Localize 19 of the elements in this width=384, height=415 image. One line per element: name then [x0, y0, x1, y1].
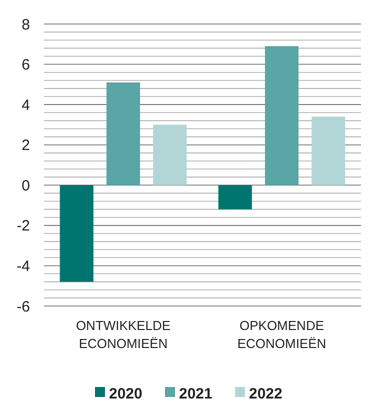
bar [106, 82, 140, 186]
x-tick-label: ONTWIKKELDE ECONOMIEËN [76, 318, 171, 351]
y-tick-label: -4 [16, 258, 30, 275]
bar [312, 116, 346, 186]
legend-label: 2021 [179, 385, 212, 402]
legend-label: 2022 [249, 385, 282, 402]
y-tick-label: 6 [22, 56, 30, 74]
y-tick-label: 4 [22, 96, 30, 114]
bar [60, 185, 94, 282]
y-tick-label: -6 [16, 298, 30, 316]
bar [264, 46, 299, 186]
y-tick-label: 0 [22, 177, 30, 194]
x-tick-label: OPKOMENDE ECONOMIEËN [237, 318, 326, 351]
y-tick-label: -2 [16, 218, 30, 235]
legend-label: 2020 [109, 385, 142, 402]
y-tick-label: 2 [22, 137, 30, 154]
bar [218, 185, 252, 210]
bar [153, 124, 187, 186]
y-tick-label: 8 [22, 16, 30, 34]
